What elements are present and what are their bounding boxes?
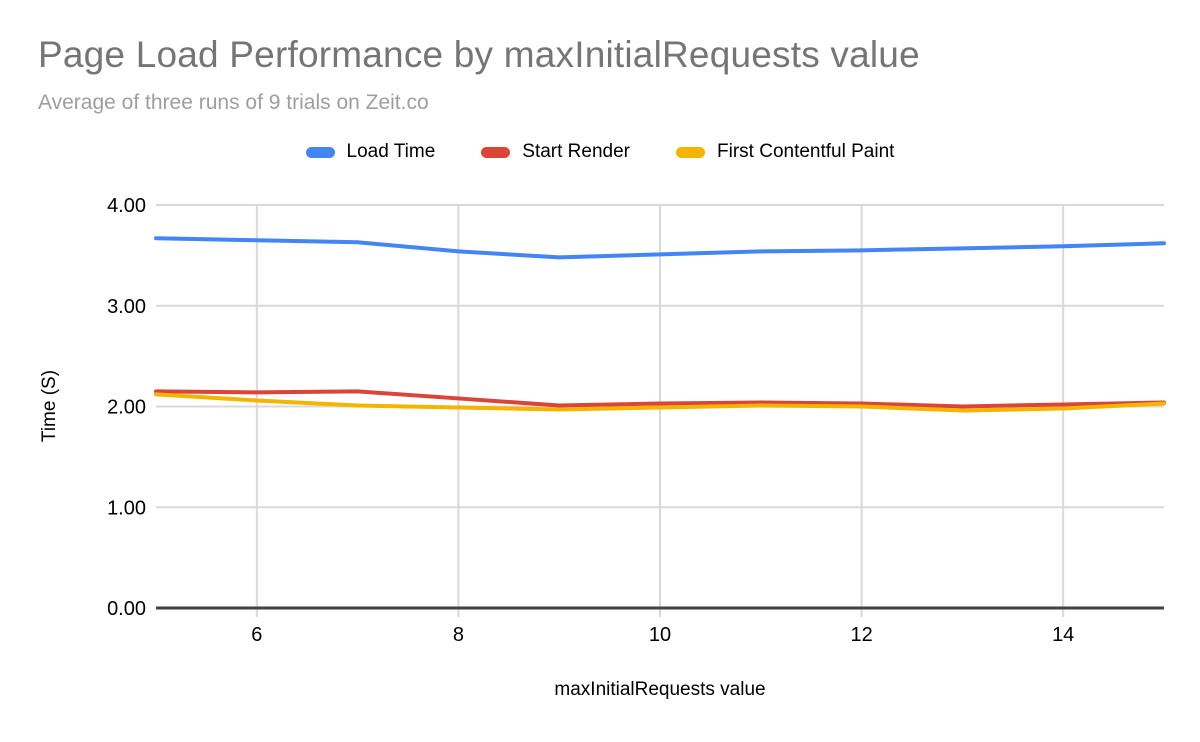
legend-label: First Contentful Paint	[717, 141, 895, 162]
legend-item-load-time: Load Time	[305, 141, 436, 163]
y-tick-label: 3.00	[107, 296, 146, 318]
y-tick-label: 1.00	[107, 497, 146, 519]
legend-item-first-contentful-paint: First Contentful Paint	[676, 141, 894, 163]
x-tick-label: 12	[850, 624, 872, 646]
series-line-first-contentful-paint	[154, 392, 1166, 413]
legend-swatch-icon	[676, 146, 706, 158]
legend-swatch-icon	[481, 146, 511, 158]
x-tick-label: 10	[649, 624, 671, 646]
x-tick-label: 8	[453, 624, 464, 646]
legend-label: Start Render	[522, 141, 631, 162]
legend-label: Load Time	[346, 141, 436, 162]
x-tick-label: 6	[251, 624, 262, 646]
legend-swatch-icon	[305, 146, 335, 158]
x-tick-label: 14	[1052, 624, 1074, 646]
series-line-start-render	[154, 389, 1166, 409]
y-axis-title: Time (S)	[39, 369, 60, 443]
y-tick-label: 4.00	[107, 195, 146, 217]
chart-title: Page Load Performance by maxInitialReque…	[38, 34, 920, 75]
legend-item-start-render: Start Render	[481, 141, 630, 163]
x-axis-title: maxInitialRequests value	[554, 679, 766, 700]
chart-subtitle: Average of three runs of 9 trials on Zei…	[38, 91, 429, 114]
y-tick-label: 0.00	[107, 598, 146, 620]
series-line-load-time	[154, 236, 1166, 260]
y-tick-label: 2.00	[107, 397, 146, 419]
legend: Load Time Start Render First Contentful Pa…	[0, 141, 1200, 163]
